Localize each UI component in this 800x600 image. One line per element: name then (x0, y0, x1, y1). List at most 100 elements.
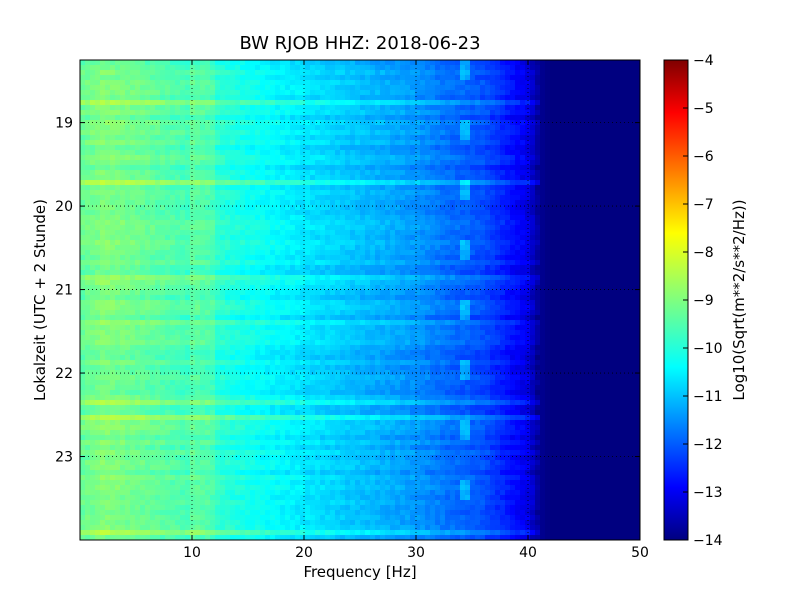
heatmap-cell (360, 190, 366, 196)
heatmap-cell (535, 115, 541, 121)
heatmap-cell (465, 190, 471, 196)
heatmap-cell (450, 165, 456, 171)
heatmap-cell (180, 130, 186, 136)
heatmap-cell (85, 200, 91, 206)
heatmap-cell (310, 150, 316, 156)
heatmap-cell (605, 195, 611, 201)
heatmap-cell (610, 200, 616, 206)
heatmap-cell (540, 215, 546, 221)
heatmap-cell (510, 250, 516, 256)
heatmap-cell (225, 140, 231, 146)
heatmap-cell (500, 150, 506, 156)
heatmap-cell (555, 270, 561, 276)
heatmap-cell (565, 140, 571, 146)
heatmap-cell (140, 215, 146, 221)
heatmap-cell (310, 65, 316, 71)
heatmap-cell (490, 260, 496, 266)
heatmap-cell (300, 255, 306, 261)
heatmap-cell (550, 255, 556, 261)
heatmap-cell (615, 100, 621, 106)
heatmap-cell (395, 215, 401, 221)
heatmap-cell (290, 165, 296, 171)
heatmap-cell (200, 110, 206, 116)
heatmap-cell (455, 60, 461, 66)
heatmap-cell (225, 155, 231, 161)
heatmap-cell (120, 85, 126, 91)
heatmap-cell (560, 175, 566, 181)
heatmap-cell (410, 145, 416, 151)
heatmap-cell (515, 240, 521, 246)
heatmap-cell (385, 95, 391, 101)
heatmap-cell (315, 250, 321, 256)
heatmap-cell (365, 160, 371, 166)
heatmap-cell (540, 130, 546, 136)
heatmap-cell (180, 180, 186, 186)
heatmap-cell (425, 85, 431, 91)
heatmap-cell (165, 280, 171, 286)
heatmap-cell (300, 90, 306, 96)
heatmap-cell (475, 195, 481, 201)
heatmap-cell (110, 60, 116, 66)
heatmap-cell (190, 180, 196, 186)
heatmap-cell (175, 170, 181, 176)
heatmap-cell (180, 245, 186, 251)
heatmap-cell (185, 215, 191, 221)
heatmap-cell (290, 245, 296, 251)
heatmap-cell (135, 95, 141, 101)
heatmap-cell (185, 160, 191, 166)
heatmap-cell (100, 110, 106, 116)
heatmap-cell (590, 240, 596, 246)
heatmap-cell (635, 275, 640, 281)
heatmap-cell (295, 70, 301, 76)
heatmap-cell (110, 240, 116, 246)
heatmap-cell (450, 265, 456, 271)
heatmap-cell (190, 250, 196, 256)
heatmap-cell (195, 245, 201, 251)
heatmap-cell (540, 60, 546, 66)
heatmap-cell (215, 255, 221, 261)
heatmap-cell (325, 185, 331, 191)
heatmap-cell (145, 250, 151, 256)
heatmap-cell (535, 140, 541, 146)
heatmap-cell (595, 190, 601, 196)
heatmap-cell (430, 185, 436, 191)
heatmap-cell (280, 95, 286, 101)
heatmap-cell (460, 145, 466, 151)
heatmap-cell (585, 185, 591, 191)
heatmap-cell (545, 160, 551, 166)
heatmap-cell (345, 110, 351, 116)
heatmap-cell (415, 155, 421, 161)
heatmap-cell (305, 125, 311, 131)
heatmap-cell (310, 220, 316, 226)
heatmap-cell (325, 150, 331, 156)
heatmap-cell (150, 265, 156, 271)
heatmap-cell (610, 165, 616, 171)
heatmap-cell (310, 245, 316, 251)
heatmap-cell (475, 170, 481, 176)
heatmap-cell (180, 185, 186, 191)
heatmap-cell (280, 210, 286, 216)
heatmap-cell (610, 245, 616, 251)
heatmap-cell (145, 165, 151, 171)
heatmap-cell (450, 100, 456, 106)
heatmap-cell (115, 85, 121, 91)
heatmap-cell (360, 135, 366, 141)
heatmap-cell (225, 215, 231, 221)
heatmap-cell (615, 210, 621, 216)
heatmap-cell (550, 170, 556, 176)
heatmap-cell (180, 105, 186, 111)
heatmap-cell (115, 275, 121, 281)
heatmap-cell (390, 75, 396, 81)
heatmap-cell (600, 145, 606, 151)
heatmap-cell (515, 270, 521, 276)
heatmap-cell (440, 255, 446, 261)
heatmap-cell (135, 255, 141, 261)
heatmap-cell (430, 150, 436, 156)
heatmap-cell (130, 70, 136, 76)
heatmap-cell (610, 215, 616, 221)
heatmap-cell (500, 85, 506, 91)
heatmap-cell (185, 135, 191, 141)
heatmap-cell (325, 205, 331, 211)
heatmap-cell (450, 215, 456, 221)
heatmap-cell (90, 230, 96, 236)
